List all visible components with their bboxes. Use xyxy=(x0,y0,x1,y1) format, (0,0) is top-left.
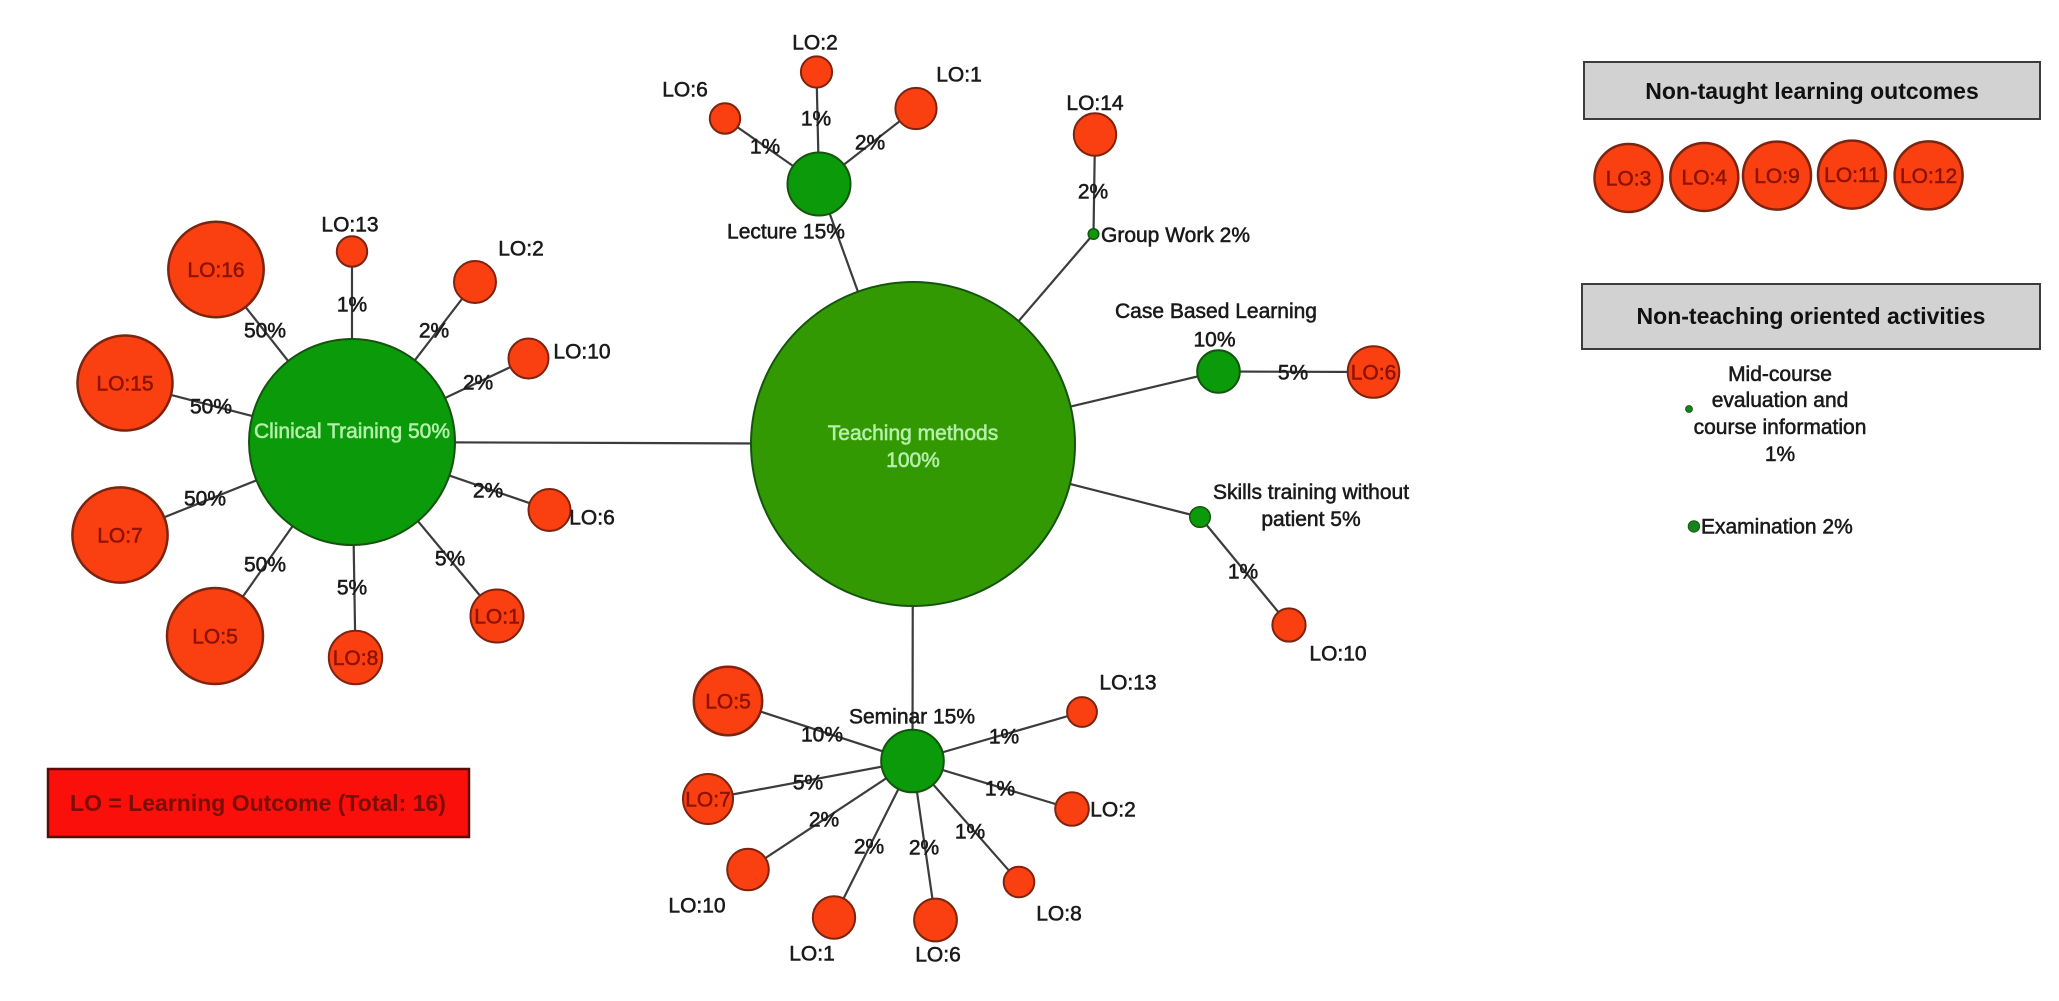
svg-text:1%: 1% xyxy=(955,821,985,844)
svg-text:1%: 1% xyxy=(1228,561,1258,584)
svg-text:2%: 2% xyxy=(855,132,885,155)
svg-text:LO:2: LO:2 xyxy=(498,238,544,261)
svg-text:Seminar 15%: Seminar 15% xyxy=(849,706,975,729)
svg-text:1%: 1% xyxy=(989,726,1019,749)
svg-text:50%: 50% xyxy=(190,396,232,419)
svg-text:LO:6: LO:6 xyxy=(569,507,615,530)
svg-text:LO:12: LO:12 xyxy=(1900,165,1957,188)
svg-text:2%: 2% xyxy=(909,837,939,860)
svg-text:LO:8: LO:8 xyxy=(1036,903,1082,926)
svg-text:LO:9: LO:9 xyxy=(1754,165,1800,188)
svg-text:LO:7: LO:7 xyxy=(97,525,143,548)
svg-text:LO:13: LO:13 xyxy=(1099,672,1156,695)
svg-text:LO:6: LO:6 xyxy=(662,79,708,102)
svg-text:Mid-course: Mid-course xyxy=(1728,363,1832,386)
svg-text:LO:15: LO:15 xyxy=(96,373,153,396)
svg-text:1%: 1% xyxy=(750,136,780,159)
svg-text:2%: 2% xyxy=(1078,181,1108,204)
svg-text:50%: 50% xyxy=(244,320,286,343)
svg-text:LO:14: LO:14 xyxy=(1066,92,1124,115)
svg-text:LO:10: LO:10 xyxy=(1309,643,1366,666)
svg-text:2%: 2% xyxy=(463,372,493,395)
svg-text:Clinical Training 50%: Clinical Training 50% xyxy=(254,420,450,443)
svg-text:2%: 2% xyxy=(809,809,839,832)
svg-text:1%: 1% xyxy=(985,778,1015,801)
svg-text:LO:6: LO:6 xyxy=(1351,362,1397,385)
svg-text:Non-teaching oriented activiti: Non-teaching oriented activities xyxy=(1637,303,1986,329)
svg-text:LO:13: LO:13 xyxy=(321,214,378,237)
svg-text:Case Based Learning: Case Based Learning xyxy=(1115,300,1317,323)
svg-text:Non-taught learning outcomes: Non-taught learning outcomes xyxy=(1645,78,1979,104)
svg-text:2%: 2% xyxy=(419,320,449,343)
svg-text:5%: 5% xyxy=(1278,362,1308,385)
svg-text:5%: 5% xyxy=(337,577,367,600)
svg-text:LO:16: LO:16 xyxy=(187,259,244,282)
svg-text:2%: 2% xyxy=(473,480,503,503)
svg-text:LO:8: LO:8 xyxy=(333,647,379,670)
svg-text:Examination 2%: Examination 2% xyxy=(1701,516,1853,539)
svg-text:LO:5: LO:5 xyxy=(705,691,751,714)
svg-text:1%: 1% xyxy=(1765,443,1795,466)
svg-text:patient 5%: patient 5% xyxy=(1261,508,1360,531)
svg-text:LO:1: LO:1 xyxy=(474,606,520,629)
svg-text:LO = Learning Outcome (Total:: LO = Learning Outcome (Total: 16) xyxy=(70,790,446,816)
svg-text:1%: 1% xyxy=(337,294,367,317)
svg-text:5%: 5% xyxy=(793,772,823,795)
svg-text:Group Work 2%: Group Work 2% xyxy=(1101,224,1250,247)
svg-text:LO:3: LO:3 xyxy=(1606,168,1652,191)
svg-text:LO:1: LO:1 xyxy=(789,943,835,966)
svg-text:course information: course information xyxy=(1694,416,1867,439)
svg-text:1%: 1% xyxy=(801,108,831,131)
svg-text:LO:7: LO:7 xyxy=(685,789,731,812)
svg-text:LO:4: LO:4 xyxy=(1682,167,1728,190)
svg-text:LO:5: LO:5 xyxy=(192,626,238,649)
svg-text:LO:10: LO:10 xyxy=(668,895,725,918)
svg-text:LO:2: LO:2 xyxy=(792,32,838,55)
svg-text:5%: 5% xyxy=(435,548,465,571)
svg-text:50%: 50% xyxy=(244,554,286,577)
svg-text:LO:10: LO:10 xyxy=(553,341,610,364)
svg-text:Skills training without: Skills training without xyxy=(1213,481,1409,504)
svg-text:LO:2: LO:2 xyxy=(1090,799,1136,822)
svg-text:10%: 10% xyxy=(1193,329,1235,352)
svg-text:evaluation and: evaluation and xyxy=(1712,389,1849,412)
svg-text:Teaching methods: Teaching methods xyxy=(828,422,998,445)
svg-text:LO:6: LO:6 xyxy=(915,944,961,967)
svg-text:50%: 50% xyxy=(184,488,226,511)
svg-text:LO:1: LO:1 xyxy=(936,64,982,87)
svg-text:2%: 2% xyxy=(854,836,884,859)
svg-text:100%: 100% xyxy=(886,449,940,472)
svg-text:LO:11: LO:11 xyxy=(1824,164,1880,187)
svg-text:10%: 10% xyxy=(801,724,843,747)
svg-text:Lecture 15%: Lecture 15% xyxy=(727,221,845,244)
